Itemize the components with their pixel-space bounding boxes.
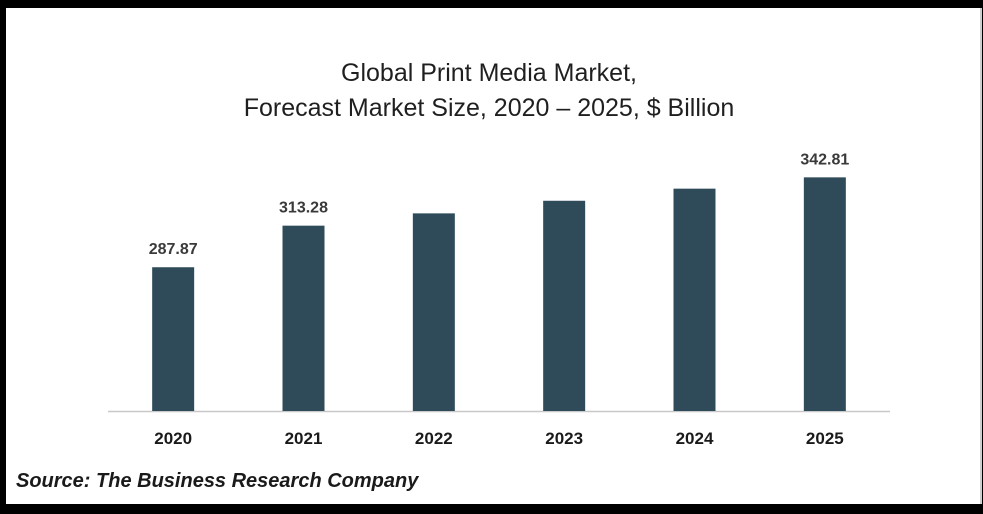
chart-frame: Global Print Media Market, Forecast Mark… xyxy=(6,8,982,504)
bar-2020 xyxy=(152,267,195,411)
chart-title: Global Print Media Market, Forecast Mark… xyxy=(6,56,972,126)
bar-2021 xyxy=(282,225,325,411)
x-tick-label-2022: 2022 xyxy=(415,429,453,448)
chart-title-line-2: Forecast Market Size, 2020 – 2025, $ Bil… xyxy=(243,94,735,122)
data-label-2020: 287.87 xyxy=(149,241,198,258)
x-tick-label-2025: 2025 xyxy=(806,429,844,448)
x-tick-label-2023: 2023 xyxy=(545,429,583,448)
data-label-2025: 342.81 xyxy=(800,151,849,168)
bar-2025 xyxy=(803,177,846,411)
chart-title-line-1: Global Print Media Market, xyxy=(341,59,637,87)
source-note: Source: The Business Research Company xyxy=(16,470,419,492)
data-label-2021: 313.28 xyxy=(279,200,328,217)
x-tick-label-2020: 2020 xyxy=(154,429,192,448)
bar-chart: 2020 287.87 2021 313.28 2022 2023 2024 2025 342.… xyxy=(108,151,890,448)
x-tick-label-2021: 2021 xyxy=(285,429,323,448)
x-tick-label-2024: 2024 xyxy=(676,429,714,448)
bar-2024 xyxy=(673,188,716,411)
bar-2023 xyxy=(543,200,586,411)
bar-2022 xyxy=(412,213,455,411)
